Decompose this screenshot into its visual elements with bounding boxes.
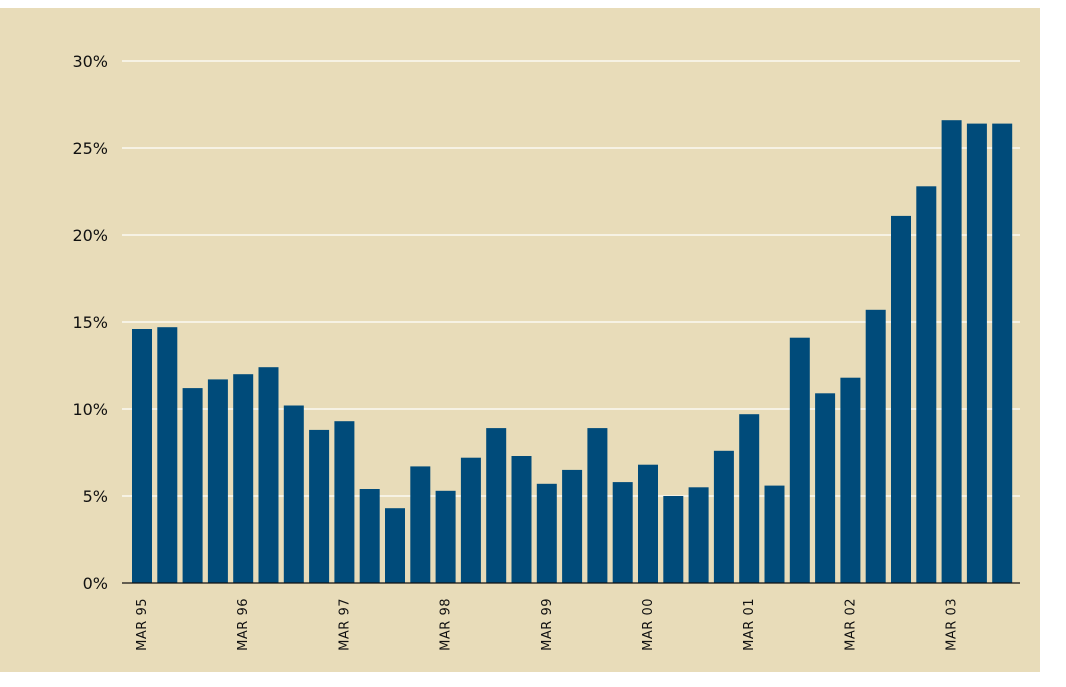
bar-dec-01 [815,393,836,583]
x-tick-label: MAR 00 [641,598,656,651]
y-tick-label: 0% [83,574,108,593]
x-tick-label: MAR 99 [540,598,555,651]
bar-sep-96 [283,405,304,583]
y-axis-ticks: 0% 5% 10% 15% 20% 25% 30% [72,52,108,593]
bar-dec-00 [713,450,734,583]
bar-dec-95 [207,379,228,583]
y-tick-label: 15% [72,313,108,332]
bar-mar-02 [840,377,861,583]
bar-mar-01 [739,414,760,583]
y-tick-label: 30% [72,52,108,71]
bar-dec-96 [309,429,330,583]
bar-mar-95 [132,329,152,583]
bar-mar-00 [638,464,658,583]
bar-jun-03 [966,123,987,583]
bar-dec-98 [511,456,532,583]
y-tick-label: 20% [72,226,108,245]
x-tick-label: MAR 96 [236,598,251,651]
y-tick-label: 25% [72,139,108,158]
x-tick-label: MAR 95 [135,598,150,651]
bar-sep-99 [587,428,608,583]
x-tick-label: MAR 02 [843,598,858,651]
bar-jun-01 [764,485,785,583]
bar-mar-99 [536,483,557,583]
bar-jun-02 [865,309,886,583]
bar-mar-97 [334,421,355,583]
bar-dec-97 [410,466,431,583]
bar-dec-02 [916,186,937,584]
bar-mar-03 [941,120,962,583]
y-tick-label: 5% [83,487,108,506]
bar-mar-96 [233,374,254,583]
bar-sep-02 [891,215,911,583]
bars [132,120,1013,584]
bar-sep-01 [789,337,810,583]
bar-sep-95 [182,388,203,583]
bar-jun-99 [562,469,583,583]
bar-sep-00 [688,487,709,583]
bar-sep-98 [486,428,507,583]
bar-jun-98 [460,457,481,583]
bar-jun-97 [359,489,380,583]
bar-jun-95 [157,327,178,583]
x-tick-label: MAR 03 [945,598,960,651]
x-tick-label: MAR 97 [337,598,352,651]
y-tick-label: 10% [72,400,108,419]
x-tick-label: MAR 01 [742,598,757,651]
bar-sep-03 [992,123,1013,583]
bar-jun-96 [258,367,279,583]
x-axis-ticks: MAR 95 MAR 96 MAR 97 MAR 98 MAR 99 MAR 00 MAR … [135,598,960,651]
bar-mar-98 [435,490,456,583]
bar-sep-97 [385,508,405,583]
bar-dec-99 [612,482,633,583]
bar-jun-00 [663,496,684,583]
x-tick-label: MAR 98 [439,598,454,651]
